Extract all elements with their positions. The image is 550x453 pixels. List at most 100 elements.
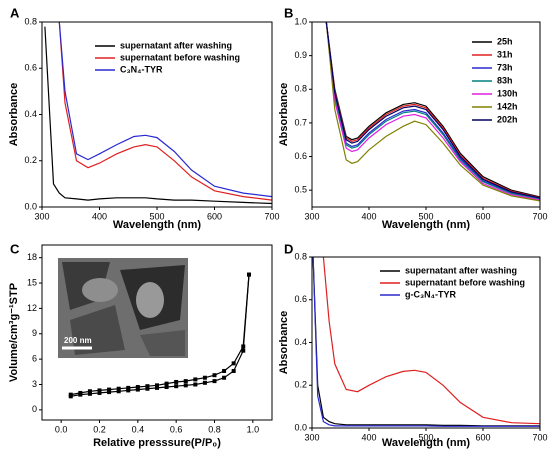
y-tick-label: 0.2 xyxy=(24,155,37,165)
legend-label: 31h xyxy=(497,49,513,59)
point xyxy=(174,384,179,389)
series-line xyxy=(312,256,540,427)
legend-label: supernatant after washing xyxy=(120,40,232,50)
y-axis-label: Absorbance xyxy=(278,83,290,147)
y-tick-label: 0.8 xyxy=(294,251,307,261)
x-tick-label: 400 xyxy=(92,211,107,221)
inset-scale-label: 200 nm xyxy=(64,336,92,345)
y-tick-label: 9 xyxy=(32,328,37,338)
series-line xyxy=(58,21,273,198)
plot-frame xyxy=(311,256,541,429)
series-line xyxy=(325,21,541,198)
point xyxy=(155,385,159,390)
legend-label: 202h xyxy=(497,114,518,124)
point xyxy=(202,380,207,385)
point xyxy=(174,379,179,384)
x-axis-label: Wavelength (nm) xyxy=(113,219,202,231)
point xyxy=(231,361,236,366)
series-line xyxy=(325,21,541,199)
legend-label: 83h xyxy=(497,75,513,85)
point xyxy=(241,348,246,353)
y-tick-label: 0.6 xyxy=(294,151,307,161)
point xyxy=(107,387,112,392)
y-tick-label: 1.0 xyxy=(294,16,307,26)
panel-label: D xyxy=(284,241,293,256)
legend-label: 142h xyxy=(497,101,518,111)
plot-frame xyxy=(41,244,273,421)
plot-frame xyxy=(311,21,541,208)
x-tick-label: 600 xyxy=(475,432,490,442)
legend-label: g-C₃N₄-TYR xyxy=(405,289,456,299)
point xyxy=(126,385,131,390)
x-axis-label: Relative presssure(P/P₀) xyxy=(93,437,221,449)
legend-label: 25h xyxy=(497,36,513,46)
point xyxy=(87,389,92,394)
point xyxy=(135,385,140,390)
point xyxy=(97,388,102,393)
y-tick-label: 0.4 xyxy=(294,337,307,347)
y-tick-label: 0.6 xyxy=(24,63,37,73)
x-tick-label: 500 xyxy=(149,211,164,221)
y-tick-label: 0 xyxy=(32,404,37,414)
x-tick-label: 700 xyxy=(264,211,279,221)
x-tick-label: 0.4 xyxy=(132,424,145,434)
series-line xyxy=(325,21,541,201)
legend-label: supernatant before washing xyxy=(120,52,240,62)
series-line xyxy=(325,21,541,200)
legend-label: supernatant after washing xyxy=(405,265,517,275)
panel-label: B xyxy=(284,5,293,20)
point xyxy=(145,384,150,389)
series-line xyxy=(322,256,541,425)
point xyxy=(135,387,140,392)
x-tick-label: 0.6 xyxy=(170,424,183,434)
point xyxy=(193,382,198,387)
x-axis-label: Wavelength (nm) xyxy=(382,219,471,231)
plot-frame xyxy=(41,21,273,208)
y-axis-label: Volume/cm³g⁻¹STP xyxy=(8,283,20,382)
point xyxy=(222,368,227,373)
x-tick-label: 700 xyxy=(532,211,547,221)
point xyxy=(87,391,92,396)
legend-label: 130h xyxy=(497,88,518,98)
point xyxy=(78,390,83,395)
point xyxy=(222,375,227,380)
panel-label: C xyxy=(10,241,20,256)
point xyxy=(231,368,236,373)
y-tick-label: 15 xyxy=(27,277,37,287)
point xyxy=(97,390,102,395)
point xyxy=(164,381,169,386)
y-tick-label: 0.6 xyxy=(294,294,307,304)
x-tick-label: 0.0 xyxy=(55,424,68,434)
point xyxy=(183,379,188,384)
legend-label: supernatant before washing xyxy=(405,277,525,287)
x-tick-label: 500 xyxy=(418,211,433,221)
x-tick-label: 400 xyxy=(361,211,376,221)
series-line xyxy=(58,21,273,201)
series-line xyxy=(44,26,273,205)
point xyxy=(241,344,246,349)
point xyxy=(193,377,198,382)
panel-label: A xyxy=(10,5,20,20)
series-line xyxy=(312,256,540,427)
x-tick-label: 300 xyxy=(34,211,49,221)
legend-label: C₃N₄-TYR xyxy=(120,64,163,74)
x-tick-label: 500 xyxy=(418,432,433,442)
y-tick-label: 0.8 xyxy=(294,84,307,94)
x-tick-label: 0.2 xyxy=(93,424,106,434)
point xyxy=(202,375,207,380)
point xyxy=(107,390,112,395)
x-tick-label: 1.0 xyxy=(247,424,260,434)
point xyxy=(116,386,121,391)
point xyxy=(126,388,131,393)
x-tick-label: 600 xyxy=(475,211,490,221)
tem-inset xyxy=(58,258,188,358)
y-tick-label: 6 xyxy=(32,354,37,364)
y-axis-label: Absorbance xyxy=(278,311,290,375)
point xyxy=(212,373,217,378)
x-tick-label: 300 xyxy=(304,211,319,221)
point xyxy=(212,379,217,384)
point xyxy=(164,385,169,390)
point xyxy=(68,392,73,397)
point xyxy=(155,383,159,388)
